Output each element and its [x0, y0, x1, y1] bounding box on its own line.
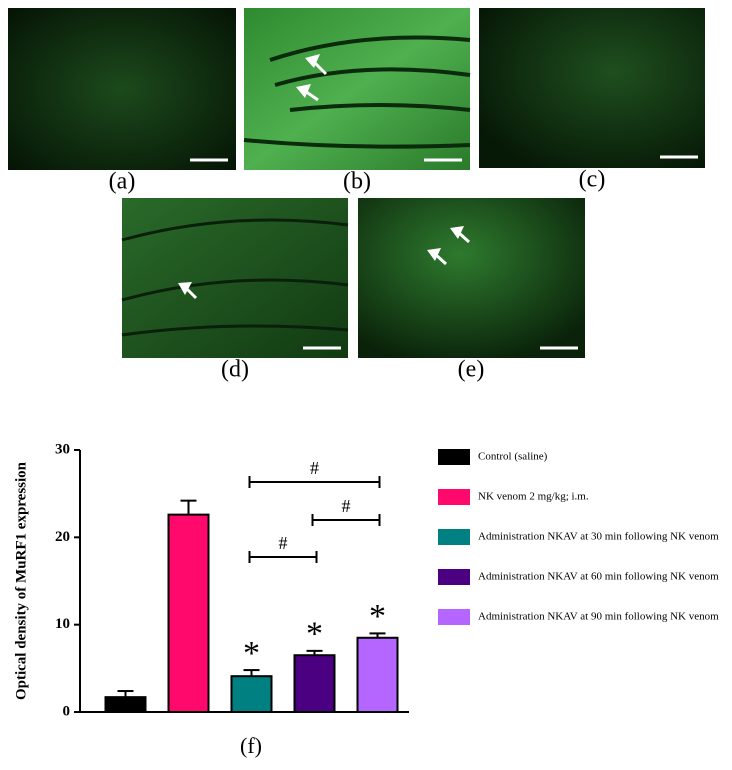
scale-bars: [190, 155, 698, 350]
bar: [293, 654, 336, 714]
legend-label: Administration NKAV at 60 min following …: [478, 571, 719, 583]
micrographs: (a) (b) (c) (d) (e): [8, 8, 705, 383]
y-tick-label: 20: [55, 529, 70, 545]
significance-star: *: [369, 598, 386, 635]
micrograph: [358, 198, 585, 358]
legend-label: Control (saline): [478, 451, 548, 463]
y-tick-label: 30: [55, 441, 70, 457]
micrograph: [479, 8, 705, 168]
significance-hash: #: [342, 496, 351, 516]
legend-swatch: [438, 449, 470, 465]
legend-label: Administration NKAV at 30 min following …: [478, 531, 719, 543]
fiber-lines: [243, 35, 471, 149]
legend-swatch: [438, 569, 470, 585]
fiber-lines: [121, 218, 349, 337]
legend-swatch: [438, 489, 470, 505]
y-tick-label: 10: [55, 616, 70, 632]
panel-label: (c): [579, 167, 606, 193]
legend-label: NK venom 2 mg/kg; i.m.: [478, 491, 589, 503]
micrograph: [8, 8, 236, 170]
significance-star: *: [243, 635, 260, 672]
panel-label: (e): [458, 357, 485, 383]
legend-swatch: [438, 609, 470, 625]
significance-hash: #: [310, 458, 319, 478]
significance-star: *: [306, 616, 323, 653]
bar: [104, 696, 147, 713]
panel-label: (a): [109, 169, 136, 195]
bar: [356, 636, 399, 713]
panel-label: (d): [221, 357, 249, 383]
panel-label: (b): [343, 169, 371, 195]
significance-hash: #: [279, 533, 288, 553]
legend-label: Administration NKAV at 90 min following …: [478, 611, 719, 623]
x-axis-label: (f): [240, 733, 262, 758]
arrows: [178, 54, 471, 300]
y-axis-label: Optical density of MuRF1 expression: [13, 461, 29, 700]
bar: [230, 675, 273, 714]
y-tick-label: 0: [63, 703, 71, 719]
bar: [167, 513, 210, 713]
legend-swatch: [438, 529, 470, 545]
